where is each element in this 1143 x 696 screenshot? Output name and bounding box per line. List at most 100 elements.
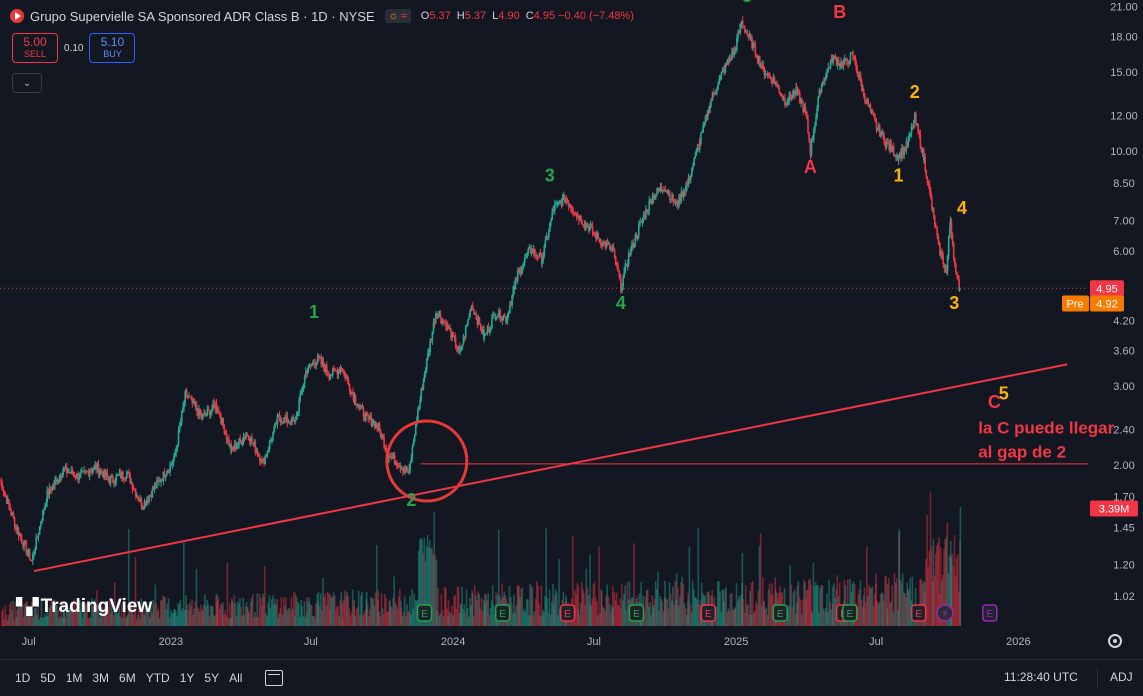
range-3m[interactable]: 3M bbox=[92, 671, 110, 685]
volume-bar bbox=[672, 586, 674, 626]
symbol-title[interactable]: Grupo Supervielle SA Sponsored ADR Class… bbox=[30, 8, 375, 24]
volume-bar bbox=[575, 594, 577, 626]
candle-body bbox=[474, 313, 476, 315]
candle-body bbox=[744, 27, 746, 33]
candle-body bbox=[537, 257, 540, 259]
volume-bar bbox=[583, 592, 585, 626]
buy-button[interactable]: 5.10 BUY bbox=[89, 33, 136, 63]
candle-body bbox=[479, 324, 482, 331]
volume-bar bbox=[23, 617, 25, 626]
volume-bar bbox=[293, 592, 295, 626]
candle-body bbox=[382, 435, 384, 438]
candle-body bbox=[702, 124, 704, 132]
candle-body bbox=[205, 414, 208, 416]
volume-bar bbox=[458, 613, 461, 626]
market-status[interactable]: ☼ ≈ bbox=[384, 9, 411, 23]
candle-body bbox=[621, 285, 623, 292]
volume-bar bbox=[760, 605, 763, 626]
candle-body bbox=[845, 58, 847, 60]
volume-bar bbox=[193, 608, 195, 626]
candle-body bbox=[415, 422, 417, 436]
candle-body bbox=[450, 329, 452, 339]
symbol-logo-icon[interactable] bbox=[10, 9, 24, 23]
candle-body bbox=[330, 374, 333, 376]
volume-bar bbox=[201, 610, 204, 626]
volume-bar bbox=[177, 603, 179, 626]
volume-bar bbox=[469, 598, 471, 626]
candle-body bbox=[255, 451, 258, 453]
range-5d[interactable]: 5D bbox=[40, 671, 56, 685]
gear-icon[interactable] bbox=[1108, 634, 1122, 648]
candle-body bbox=[604, 242, 607, 248]
candle-body bbox=[954, 258, 956, 265]
volume-bar bbox=[287, 609, 289, 626]
candle-body bbox=[153, 485, 156, 490]
range-1y[interactable]: 1Y bbox=[179, 671, 195, 685]
candle-body bbox=[786, 102, 788, 106]
event-markers[interactable]: EEEEEEEEE⚡E bbox=[416, 604, 998, 622]
candle-body bbox=[719, 75, 722, 79]
candle-body bbox=[695, 150, 698, 155]
volume-bar bbox=[226, 562, 229, 626]
candle-body bbox=[275, 422, 278, 425]
volume-bar bbox=[136, 615, 139, 626]
candle-body bbox=[529, 251, 532, 253]
candle-body bbox=[128, 472, 130, 475]
clock-readout[interactable]: 11:28:40 UTC bbox=[1004, 670, 1078, 684]
candle-body bbox=[231, 446, 234, 449]
price-axis[interactable]: 21.0018.0015.0012.0010.008.507.006.004.2… bbox=[1062, 2, 1138, 604]
candle-body bbox=[431, 331, 434, 342]
time-axis[interactable]: Jul 2023 Jul 2024 Jul 2025 Jul 2026 bbox=[22, 636, 1031, 648]
volume-bar bbox=[765, 607, 768, 626]
volume-bar bbox=[208, 616, 211, 626]
calendar-icon[interactable] bbox=[265, 670, 284, 686]
candle-body bbox=[247, 435, 250, 441]
candle-body bbox=[256, 451, 259, 456]
chevron-down-icon[interactable]: ⌄ bbox=[12, 73, 42, 93]
candle-body bbox=[198, 408, 200, 416]
range-all[interactable]: All bbox=[229, 671, 243, 685]
adj-toggle[interactable]: ADJ bbox=[1110, 670, 1133, 684]
volume-bar bbox=[509, 596, 512, 626]
wave-label: 4 bbox=[957, 198, 967, 218]
candle-body bbox=[39, 524, 42, 527]
candle-body bbox=[428, 352, 430, 354]
range-6m[interactable]: 6M bbox=[119, 671, 136, 685]
sell-button[interactable]: 5.00 SELL bbox=[12, 33, 58, 63]
volume-bar bbox=[679, 596, 681, 626]
volume-bar bbox=[20, 605, 23, 626]
volume-bar bbox=[441, 610, 444, 626]
candle-body bbox=[273, 426, 275, 433]
x-tick-label: Jul bbox=[304, 636, 318, 648]
volume-bar bbox=[236, 601, 239, 626]
volume-bar bbox=[951, 553, 954, 626]
candle-body bbox=[895, 155, 897, 157]
volume-bar bbox=[615, 592, 618, 626]
volume-bar bbox=[310, 604, 313, 626]
volume-bar bbox=[952, 565, 955, 626]
candle-body bbox=[716, 88, 718, 92]
chart-header: Grupo Supervielle SA Sponsored ADR Class… bbox=[10, 6, 634, 26]
volume-bar bbox=[933, 575, 936, 626]
candle-body bbox=[680, 191, 683, 201]
candle-body bbox=[212, 403, 214, 410]
candle-body bbox=[271, 439, 273, 441]
candle-body bbox=[829, 60, 832, 68]
volume-bar bbox=[424, 562, 427, 626]
candle-body bbox=[868, 105, 871, 107]
candle-body bbox=[862, 89, 865, 96]
volume-bar bbox=[15, 617, 18, 626]
range-1m[interactable]: 1M bbox=[65, 671, 83, 685]
volume-bar bbox=[133, 601, 136, 626]
volume-bar bbox=[69, 607, 71, 626]
volume-bar bbox=[355, 608, 358, 626]
candle-body bbox=[632, 242, 634, 248]
candle-body bbox=[663, 190, 665, 192]
range-1d[interactable]: 1D bbox=[15, 671, 31, 685]
candle-body bbox=[48, 487, 51, 496]
tradingview-logo[interactable]: ▘▞ TradingView bbox=[16, 596, 153, 617]
range-5y[interactable]: 5Y bbox=[204, 671, 220, 685]
volume-bar bbox=[213, 615, 215, 626]
range-ytd[interactable]: YTD bbox=[145, 671, 170, 685]
